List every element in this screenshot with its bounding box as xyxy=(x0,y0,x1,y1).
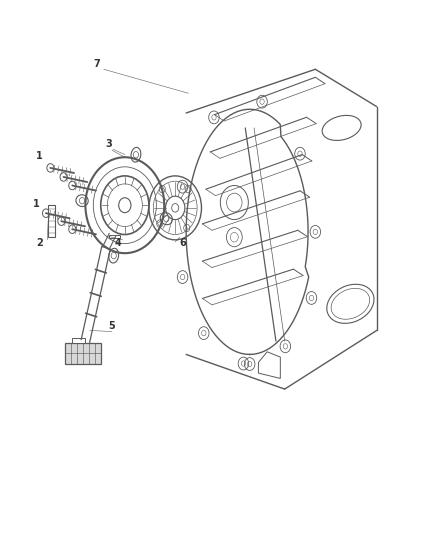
Text: 7: 7 xyxy=(94,59,101,69)
Text: 2: 2 xyxy=(36,238,43,247)
Text: 4: 4 xyxy=(115,238,122,247)
Text: 5: 5 xyxy=(108,321,115,331)
Text: 3: 3 xyxy=(105,139,112,149)
Text: 6: 6 xyxy=(180,238,187,247)
Bar xyxy=(72,338,85,343)
Bar xyxy=(65,343,101,364)
Text: 1: 1 xyxy=(36,151,43,160)
Bar xyxy=(48,205,55,237)
Bar xyxy=(109,235,120,238)
Text: 1: 1 xyxy=(32,199,39,208)
